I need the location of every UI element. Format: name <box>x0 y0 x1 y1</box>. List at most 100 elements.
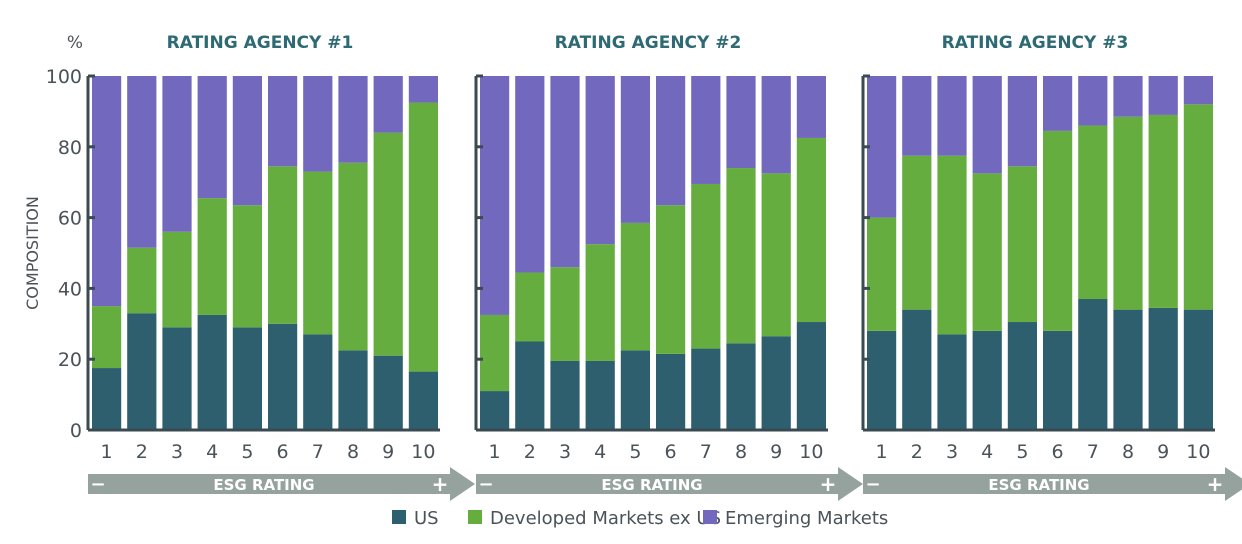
bar-segment-us <box>726 343 756 430</box>
bar-segment-developed-markets-ex-us <box>91 306 122 369</box>
bar-segment-developed-markets-ex-us <box>1078 125 1108 300</box>
bar-segment-us <box>550 360 580 430</box>
bar-segment-emerging-markets <box>91 76 122 307</box>
bar-segment-us <box>761 336 791 430</box>
bar-segment-us <box>937 334 967 430</box>
bar-segment-us <box>585 360 615 430</box>
x-tick-label: 6 <box>1052 441 1064 463</box>
x-tick-label: 6 <box>665 441 677 463</box>
esg-rating-label: ESG RATING <box>213 476 314 494</box>
bar-segment-us <box>1007 322 1038 430</box>
bar-segment-us <box>162 327 192 430</box>
y-tick-label: 80 <box>58 137 82 159</box>
panel-title: RATING AGENCY #3 <box>942 33 1129 53</box>
legend-label: Developed Markets ex US <box>490 508 721 529</box>
bar-segment-emerging-markets <box>550 76 580 268</box>
x-tick-label: 5 <box>629 441 641 463</box>
esg-rating-label: ESG RATING <box>601 476 702 494</box>
x-tick-label: 7 <box>312 441 324 463</box>
bar-segment-emerging-markets <box>267 76 298 167</box>
y-tick-label: 0 <box>70 420 82 442</box>
bar-segment-developed-markets-ex-us <box>691 183 721 349</box>
x-tick-label: 8 <box>347 441 359 463</box>
bar-segment-developed-markets-ex-us <box>338 162 368 351</box>
bar-segment-developed-markets-ex-us <box>515 272 545 342</box>
x-tick-label: 10 <box>411 441 435 463</box>
bar-segment-emerging-markets <box>1148 76 1178 115</box>
bar-segment-emerging-markets <box>902 76 932 156</box>
bar-segment-emerging-markets <box>655 76 686 206</box>
y-axis-title: COMPOSITION <box>23 196 42 310</box>
panel-title: RATING AGENCY #1 <box>167 33 354 53</box>
bar-segment-developed-markets-ex-us <box>479 314 510 392</box>
bar-segment-us <box>373 355 403 430</box>
bar-segment-developed-markets-ex-us <box>620 222 651 351</box>
bar-segment-developed-markets-ex-us <box>232 205 263 328</box>
bar-segment-developed-markets-ex-us <box>972 173 1002 331</box>
bar-segment-emerging-markets <box>338 76 368 163</box>
x-tick-label: 1 <box>101 441 113 463</box>
x-tick-label: 9 <box>382 441 394 463</box>
bar-segment-developed-markets-ex-us <box>303 171 333 335</box>
bar-segment-us <box>1042 330 1073 430</box>
bar-segment-us <box>267 323 298 430</box>
bar-segment-developed-markets-ex-us <box>726 168 756 344</box>
bar-segment-developed-markets-ex-us <box>1183 104 1214 310</box>
y-tick-label: 100 <box>46 66 82 88</box>
bar-segment-emerging-markets <box>408 76 439 103</box>
y-tick-label: 60 <box>58 208 82 230</box>
y-tick-label: 40 <box>58 278 82 300</box>
bar-segment-us <box>479 391 510 430</box>
x-tick-label: 4 <box>981 441 993 463</box>
bar-segment-us <box>303 334 333 430</box>
x-tick-label: 1 <box>489 441 501 463</box>
bar-segment-us <box>338 350 368 430</box>
x-tick-label: 7 <box>700 441 712 463</box>
esg-rating-arrow <box>863 467 1242 501</box>
bar-segment-us <box>866 330 897 430</box>
x-tick-label: 9 <box>1157 441 1169 463</box>
minus-icon: − <box>478 474 493 495</box>
bar-segment-developed-markets-ex-us <box>655 205 686 354</box>
bar-segment-emerging-markets <box>373 76 403 133</box>
panel-title: RATING AGENCY #2 <box>555 33 742 53</box>
bar-segment-developed-markets-ex-us <box>796 137 827 323</box>
bar-segment-us <box>1078 299 1108 430</box>
bar-segment-developed-markets-ex-us <box>127 247 157 314</box>
x-tick-label: 6 <box>277 441 289 463</box>
x-tick-label: 3 <box>946 441 958 463</box>
bar-segment-emerging-markets <box>726 76 756 169</box>
bar-segment-emerging-markets <box>232 76 263 206</box>
x-tick-label: 2 <box>136 441 148 463</box>
bar-segment-emerging-markets <box>479 76 510 315</box>
bar-segment-us <box>91 368 122 430</box>
bar-segment-emerging-markets <box>761 76 791 174</box>
x-tick-label: 1 <box>876 441 888 463</box>
x-tick-label: 10 <box>1186 441 1210 463</box>
bar-segment-us <box>796 322 827 430</box>
bar-segment-us <box>691 348 721 430</box>
bar-segment-developed-markets-ex-us <box>902 155 932 310</box>
esg-rating-label: ESG RATING <box>988 476 1089 494</box>
bar-segment-emerging-markets <box>972 76 1002 174</box>
legend-swatch-1 <box>468 510 482 524</box>
x-tick-label: 10 <box>799 441 823 463</box>
bar-segment-developed-markets-ex-us <box>197 198 227 315</box>
bar-segment-us <box>515 341 545 430</box>
x-tick-label: 3 <box>171 441 183 463</box>
bar-segment-us <box>902 309 932 430</box>
y-unit-label: % <box>67 33 83 53</box>
bar-segment-emerging-markets <box>796 76 827 138</box>
bar-segment-us <box>655 353 686 430</box>
bar-segment-emerging-markets <box>866 76 897 218</box>
bar-segment-emerging-markets <box>620 76 651 223</box>
bar-segment-developed-markets-ex-us <box>1148 114 1178 308</box>
bar-segment-us <box>197 314 227 430</box>
bar-segment-us <box>1148 307 1178 430</box>
x-tick-label: 2 <box>911 441 923 463</box>
bar-segment-emerging-markets <box>515 76 545 273</box>
plus-icon: + <box>820 472 837 496</box>
bar-segment-us <box>408 371 439 430</box>
bar-segment-developed-markets-ex-us <box>1007 166 1038 323</box>
